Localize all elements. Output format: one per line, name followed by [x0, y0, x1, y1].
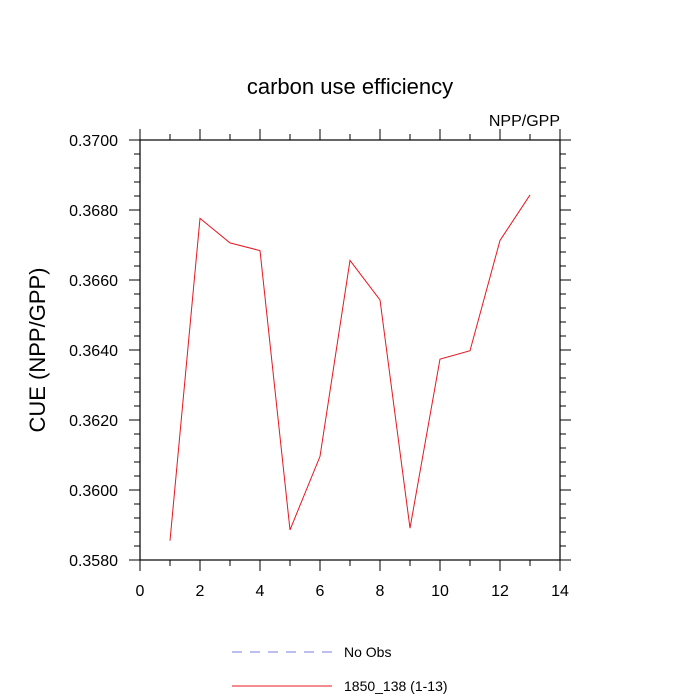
plot-frame	[139, 139, 561, 561]
x-tick-label: 2	[196, 583, 205, 600]
series-line-1850-138	[169, 194, 531, 541]
y-tick-label: 0.3580	[69, 553, 118, 570]
x-tick-label: 8	[376, 583, 385, 600]
y-tick-label: 0.3620	[69, 413, 118, 430]
y-axis-tick-labels: 0.3580 0.3600 0.3620 0.3640 0.3660 0.3680 0.37…	[69, 133, 118, 570]
legend: No Obs 1850_138 (1-13)	[232, 644, 448, 694]
y-tick-label: 0.3680	[69, 203, 118, 220]
y-tick-label: 0.3660	[69, 273, 118, 290]
legend-label: 1850_138 (1-13)	[344, 678, 448, 694]
y-tick-label: 0.3600	[69, 483, 118, 500]
x-tick-label: 10	[431, 583, 449, 600]
y-tick-label: 0.3700	[69, 133, 118, 150]
chart-subtitle: NPP/GPP	[489, 113, 560, 130]
chart-title: carbon use efficiency	[247, 74, 453, 99]
x-tick-label: 4	[256, 583, 265, 600]
x-axis-ticks	[139, 129, 561, 571]
y-axis-label: CUE (NPP/GPP)	[25, 267, 50, 432]
x-tick-label: 0	[136, 583, 145, 600]
y-axis-ticks	[129, 139, 571, 561]
y-tick-label: 0.3640	[69, 343, 118, 360]
x-tick-label: 12	[491, 583, 509, 600]
x-tick-label: 14	[551, 583, 569, 600]
series-group	[169, 194, 531, 541]
x-axis-tick-labels: 0 2 4 6 8 10 12 14	[136, 583, 569, 600]
legend-label: No Obs	[344, 644, 391, 660]
x-tick-label: 6	[316, 583, 325, 600]
